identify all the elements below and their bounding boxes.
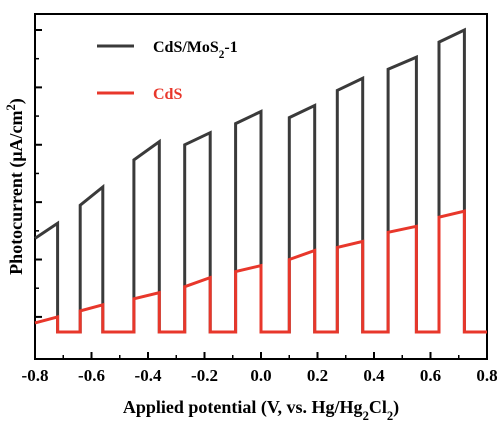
x-tick-label: 0.0 [250,366,271,385]
x-tick-label: 0.4 [363,366,385,385]
series-layer [34,27,487,334]
x-tick-label: -0.6 [78,366,105,385]
series-line-1 [34,209,487,334]
x-tick-label: -0.8 [22,366,49,385]
legend-label-0: CdS/MoS2-1 [153,39,238,61]
x-tick-label: -0.2 [191,366,218,385]
y-axis-title: Photocurrent (μA/cm2) [4,98,27,275]
axes-layer: -0.8 -0.6 -0.4 -0.2 0.0 0.2 0.4 0.6 0.8 [22,29,498,385]
x-tick-label: 0.2 [307,366,328,385]
x-axis-title: Applied potential (V, vs. Hg/Hg2Cl2) [123,397,399,423]
x-tick-label: 0.6 [420,366,441,385]
x-tick-label: 0.8 [476,366,497,385]
x-tick-label: -0.4 [135,366,162,385]
legend-label-1: CdS [153,86,182,103]
legend: CdS/MoS2-1 CdS [97,39,238,103]
